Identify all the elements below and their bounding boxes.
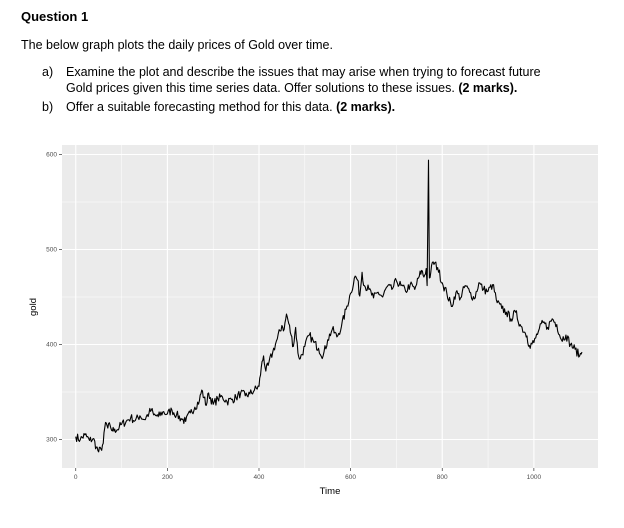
part-a-text-block: Examine the plot and describe the issues…: [66, 64, 562, 96]
y-tick-label: 500: [46, 247, 57, 254]
x-axis-title: Time: [320, 486, 341, 497]
question-parts: a) Examine the plot and describe the iss…: [42, 64, 562, 118]
grid-lines: [62, 145, 598, 468]
series-line-gold: [75, 159, 583, 453]
axes: 0 200 400 600 800 1000 300 400 500 600: [46, 152, 541, 481]
x-tick-label: 0: [74, 474, 78, 481]
y-tick-label: 600: [46, 152, 57, 159]
x-tick-label: 600: [345, 474, 356, 481]
part-a-marker: a): [42, 65, 54, 79]
part-b-marker: b): [42, 100, 54, 114]
plot-panel: [62, 145, 598, 468]
part-b-text: Offer a suitable forecasting method for …: [66, 100, 333, 114]
x-tick-label: 200: [162, 474, 173, 481]
question-intro: The below graph plots the daily prices o…: [21, 38, 333, 52]
question-part-a: a) Examine the plot and describe the iss…: [42, 64, 562, 96]
x-tick-label: 1000: [527, 474, 542, 481]
part-a-marks: (2 marks).: [458, 81, 518, 95]
part-b-text-block: Offer a suitable forecasting method for …: [66, 99, 562, 115]
question-part-b: b) Offer a suitable forecasting method f…: [42, 99, 562, 115]
x-tick-label: 400: [254, 474, 265, 481]
question-heading: Question 1: [21, 9, 89, 24]
part-a-text: Examine the plot and describe the issues…: [66, 65, 541, 95]
x-tick-label: 800: [437, 474, 448, 481]
part-b-marks: (2 marks).: [336, 100, 396, 114]
y-tick-label: 300: [46, 437, 57, 444]
y-axis-title: gold: [28, 298, 39, 316]
y-tick-label: 400: [46, 342, 57, 349]
